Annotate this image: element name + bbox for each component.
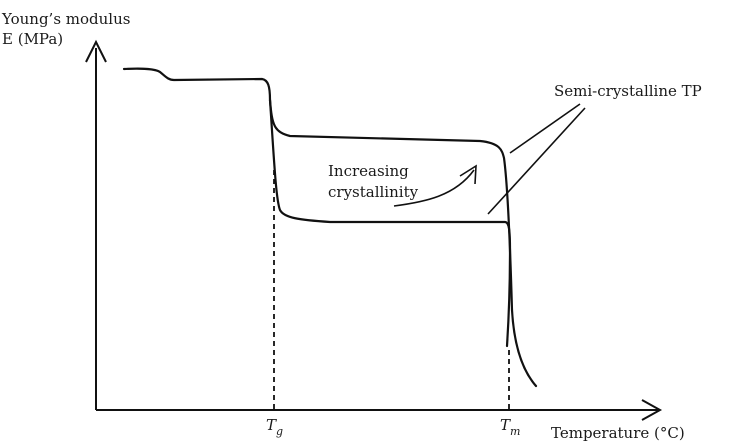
series-low-crystallinity: [268, 98, 512, 348]
pointer-upper: [509, 103, 581, 154]
trend-annotation-line2: crystallinity: [328, 183, 419, 201]
y-axis-label-line2: E (MPa): [2, 30, 63, 48]
tick-sub-tm: m: [510, 425, 520, 438]
marker-lines: [273, 170, 510, 410]
tick-labels: Tg Tm: [266, 416, 520, 438]
x-axis-label: Temperature (°C): [551, 424, 685, 442]
y-axis-label-line1: Young’s modulus: [1, 10, 130, 28]
y-axis-arrow: [85, 39, 107, 63]
tick-base-tm: T: [500, 416, 511, 434]
tick-base-tg: T: [266, 416, 277, 434]
tick-label-tm: Tm: [500, 416, 520, 438]
annotation-arrow: [393, 164, 477, 207]
tick-label-tg: Tg: [266, 416, 283, 438]
x-axis-arrow: [641, 399, 663, 421]
tick-sub-tg: g: [276, 425, 283, 438]
series-pointers: [487, 103, 586, 215]
trend-annotation-line1: Increasing: [328, 162, 409, 180]
curves: [122, 67, 538, 388]
axes: [85, 39, 663, 421]
series-high-crystallinity: [122, 67, 538, 388]
trend-arrow-head: [459, 164, 477, 185]
series-annotation: Semi-crystalline TP: [554, 82, 702, 100]
trend-arrow: [393, 169, 475, 207]
pointer-lower: [487, 107, 586, 215]
